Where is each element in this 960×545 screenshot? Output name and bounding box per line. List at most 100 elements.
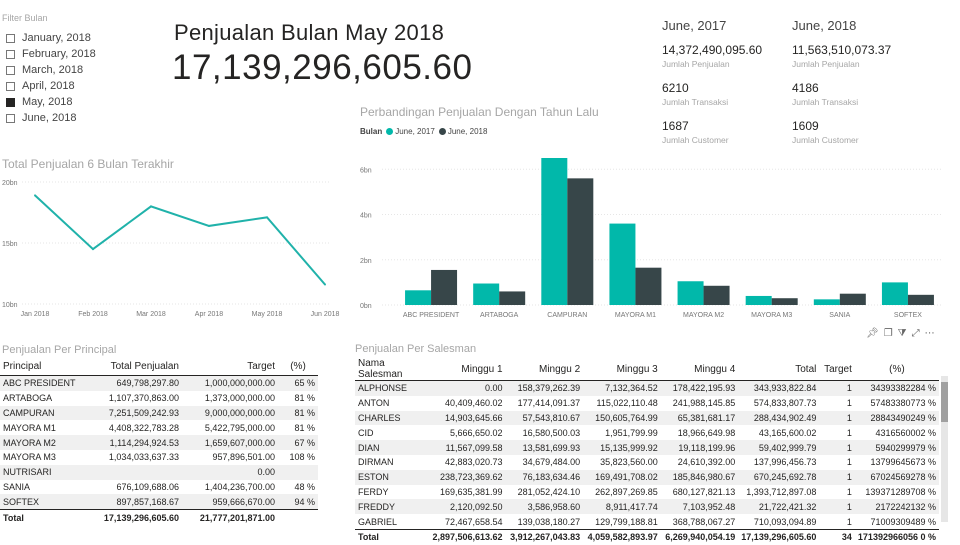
focus-mode-icon[interactable]: ⤢ xyxy=(911,328,920,339)
table-cell: 13799645673 % xyxy=(870,457,936,468)
table-cell: 897,857,168.67 xyxy=(82,494,182,510)
salesman-table-title: Penjualan Per Salesman xyxy=(355,343,477,355)
slicer-item[interactable]: April, 2018 xyxy=(6,78,75,94)
table-row[interactable]: DIAN 11,567,099.58 13,581,699.93 15,135,999… xyxy=(355,440,939,455)
table-cell: CAMPURAN xyxy=(0,405,82,421)
table-cell: 238,723,369.62 xyxy=(421,469,506,485)
bar[interactable] xyxy=(745,295,772,305)
table-row[interactable]: ALPHONSE 0.00 158,379,262.39 7,132,364.52 17… xyxy=(355,380,939,396)
table-cell: 1,659,607,000.00 xyxy=(182,435,278,450)
table-cell: ESTON xyxy=(355,469,422,485)
table-cell: SANIA xyxy=(3,481,31,492)
column-header[interactable]: Target xyxy=(824,363,852,375)
data-point[interactable] xyxy=(150,205,152,208)
table-cell: 13,581,699.93 xyxy=(505,440,584,455)
table-row[interactable]: NUTRISARI 0.00 xyxy=(0,464,318,480)
column-header[interactable]: Target xyxy=(247,360,275,372)
total-cell xyxy=(278,509,318,525)
table-row[interactable]: DIRMAN 42,883,020.73 34,679,484.00 35,823,5… xyxy=(355,455,939,470)
bar[interactable] xyxy=(405,290,432,305)
column-header[interactable]: (%) xyxy=(889,363,905,375)
table-row[interactable]: ARTABOGA 1,107,370,863.00 1,373,000,000.00… xyxy=(0,391,318,406)
table-cell: 48 % xyxy=(294,481,315,492)
slicer-item[interactable]: March, 2018 xyxy=(6,62,83,78)
data-point[interactable] xyxy=(266,216,268,219)
table-row[interactable]: CHARLES 14,903,645.66 57,543,810.67 150,605… xyxy=(355,410,939,426)
table-cell: DIAN xyxy=(355,440,422,455)
table-cell: 7,103,952.48 xyxy=(660,499,739,515)
table-row[interactable]: SOFTEX 897,857,168.67 959,666,670.00 94 % xyxy=(0,494,318,510)
column-header[interactable]: Principal xyxy=(3,360,42,372)
principal-table: Principal Total Penjualan Target (%) ABC PR… xyxy=(0,357,318,525)
table-row[interactable]: ESTON 238,723,369.62 76,183,634.46 169,491,… xyxy=(355,469,939,485)
table-cell: 8,911,417.74 xyxy=(583,499,661,515)
copy-icon[interactable]: ❐ xyxy=(883,328,893,339)
table-cell: 158,379,262.39 xyxy=(505,380,584,396)
table-row[interactable]: ANTON 40,409,460.02 177,414,091.37 115,022,… xyxy=(355,396,939,411)
total-cell: 171392966056 0 % xyxy=(854,528,939,545)
bar[interactable] xyxy=(881,282,908,305)
x-tick-label: Jan 2018 xyxy=(21,311,50,318)
table-row[interactable]: CAMPURAN 7,251,509,242.93 9,000,000,000.00… xyxy=(0,405,318,421)
bar[interactable] xyxy=(473,283,500,305)
table-cell: 1 xyxy=(846,457,852,468)
checkbox[interactable] xyxy=(6,97,15,107)
checkbox[interactable] xyxy=(6,81,15,91)
filter-icon[interactable]: ⧩ xyxy=(897,328,907,339)
bar[interactable] xyxy=(771,298,798,305)
table-cell: 680,127,821.13 xyxy=(672,486,736,497)
table-cell: 1,000,000,000.00 xyxy=(182,375,278,391)
bar[interactable] xyxy=(541,158,568,305)
bar[interactable] xyxy=(431,269,458,305)
slicer-item[interactable]: May, 2018 xyxy=(6,94,73,110)
bar[interactable] xyxy=(635,267,662,305)
data-point[interactable] xyxy=(324,283,326,286)
column-header[interactable]: Minggu 2 xyxy=(539,363,581,375)
bar[interactable] xyxy=(703,285,730,305)
salesman-table-scrollbar[interactable] xyxy=(941,376,948,522)
total-cell: 3,912,267,043.83 xyxy=(505,528,584,545)
slicer-item[interactable]: January, 2018 xyxy=(6,30,91,46)
bar[interactable] xyxy=(499,291,526,305)
checkbox[interactable] xyxy=(6,49,15,59)
table-row[interactable]: MAYORA M3 1,034,033,637.33 957,896,501.00 1… xyxy=(0,450,318,465)
column-header[interactable]: Minggu 3 xyxy=(616,363,658,375)
table-row[interactable]: GABRIEL 72,467,658.54 139,038,180.27 129,79… xyxy=(355,514,939,529)
column-header[interactable]: Minggu 1 xyxy=(461,363,503,375)
data-point[interactable] xyxy=(208,224,210,227)
bar[interactable] xyxy=(907,294,934,305)
table-cell: 1 xyxy=(846,427,852,438)
table-row[interactable]: FERDY 169,635,381.99 281,052,424.10 262,897… xyxy=(355,485,939,500)
data-point[interactable] xyxy=(92,248,94,251)
column-header[interactable]: Total xyxy=(795,363,817,375)
bar[interactable] xyxy=(567,178,594,305)
table-row[interactable]: CID 5,666,650.02 16,580,500.03 1,951,799.99… xyxy=(355,425,939,440)
table-row[interactable]: MAYORA M1 4,408,322,783.28 5,422,795,000.0… xyxy=(0,420,318,435)
checkbox[interactable] xyxy=(6,33,15,43)
bar[interactable] xyxy=(677,281,704,305)
table-row[interactable]: ABC PRESIDENT 649,798,297.80 1,000,000,000… xyxy=(0,375,318,391)
series-line[interactable] xyxy=(34,194,326,286)
bar[interactable] xyxy=(609,223,636,305)
column-header[interactable]: Minggu 4 xyxy=(694,363,736,375)
table-row[interactable]: MAYORA M2 1,114,294,924.53 1,659,607,000.0… xyxy=(0,435,318,450)
slicer-item[interactable]: February, 2018 xyxy=(6,46,96,62)
y-tick-label: 20bn xyxy=(2,180,18,187)
column-header[interactable]: Total Penjualan xyxy=(110,360,179,372)
more-options-icon[interactable]: ⋯ xyxy=(924,328,935,339)
bar[interactable] xyxy=(813,299,840,305)
slicer-item[interactable]: June, 2018 xyxy=(6,110,76,126)
column-header[interactable]: Nama Salesman xyxy=(358,358,403,380)
data-point[interactable] xyxy=(34,194,36,197)
checkbox[interactable] xyxy=(6,113,15,123)
scrollbar-thumb[interactable] xyxy=(941,382,948,422)
column-header[interactable]: (%) xyxy=(290,360,306,372)
table-row[interactable]: FREDDY 2,120,092.50 3,586,958.60 8,911,417.… xyxy=(355,499,939,515)
checkbox[interactable] xyxy=(6,65,15,75)
pin-icon[interactable]: 📌︎ xyxy=(866,328,879,339)
total-cell: Total xyxy=(355,528,422,545)
table-cell: 11,567,099.58 xyxy=(421,440,506,455)
bar[interactable] xyxy=(839,293,866,305)
table-row[interactable]: SANIA 676,109,688.06 1,404,236,700.00 48 % xyxy=(0,480,318,495)
table-cell: 72,467,658.54 xyxy=(445,516,503,527)
